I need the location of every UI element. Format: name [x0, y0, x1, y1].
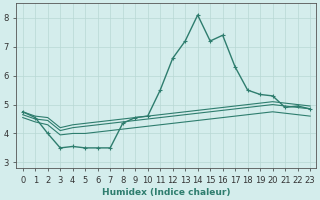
X-axis label: Humidex (Indice chaleur): Humidex (Indice chaleur) [102, 188, 231, 197]
